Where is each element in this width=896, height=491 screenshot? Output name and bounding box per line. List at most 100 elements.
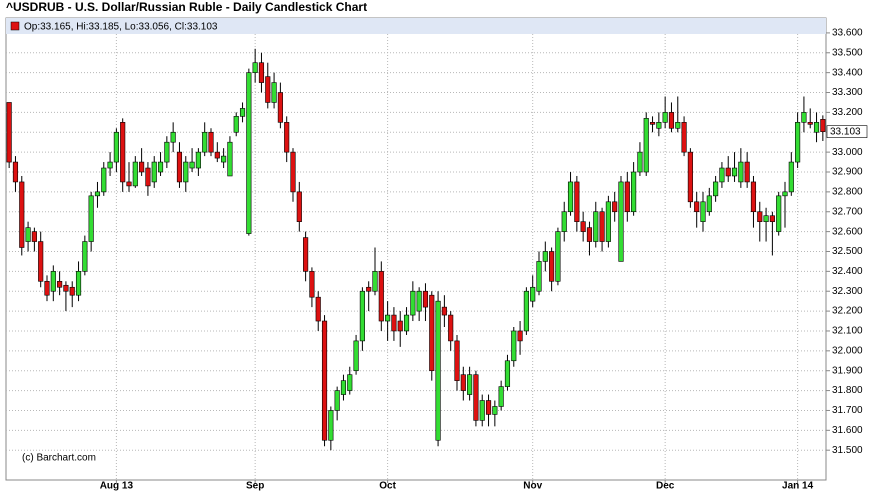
candle-body xyxy=(687,151,693,203)
candle-body xyxy=(265,76,271,103)
candle-body xyxy=(580,221,586,232)
y-tick-label: 31.700 xyxy=(832,405,863,416)
candle-body xyxy=(744,161,750,183)
candle-body xyxy=(385,314,391,322)
candle-body xyxy=(50,271,56,292)
candle-body xyxy=(120,122,126,183)
candle-body xyxy=(492,406,498,415)
candle-body xyxy=(378,271,384,322)
candle-body xyxy=(523,290,529,332)
candle-body xyxy=(593,211,599,242)
y-tick-label: 32.400 xyxy=(832,266,863,277)
candle-body xyxy=(719,167,725,183)
candle-body xyxy=(252,62,258,73)
y-tick-label: 32.000 xyxy=(832,345,863,356)
candle-body xyxy=(757,211,763,222)
candle-body xyxy=(795,122,801,163)
candle-body xyxy=(359,290,365,342)
candle-body xyxy=(517,330,523,342)
y-tick-label: 33.600 xyxy=(832,28,863,39)
x-tick-label: Aug 13 xyxy=(100,481,134,491)
candle-body xyxy=(101,167,107,193)
candle-body xyxy=(403,314,410,332)
candle-body xyxy=(649,122,656,125)
candle-body xyxy=(485,400,492,415)
candle-body xyxy=(113,131,119,163)
candle-body xyxy=(813,122,820,133)
candle-body xyxy=(750,181,757,213)
candle-body xyxy=(284,122,290,153)
candle-body xyxy=(681,122,687,153)
candle-body xyxy=(195,151,201,169)
candle-body xyxy=(372,271,378,292)
watermark: (c) Barchart.com xyxy=(22,453,96,464)
candle-body xyxy=(549,251,555,282)
candle-body xyxy=(239,108,246,117)
candle-body xyxy=(542,251,548,262)
candle-body xyxy=(107,161,113,169)
candle-body xyxy=(656,122,662,129)
candle-body xyxy=(157,161,164,173)
candle-body xyxy=(788,161,794,193)
candle-body xyxy=(479,400,485,421)
candle-body xyxy=(624,181,630,213)
last-price-box xyxy=(826,125,868,138)
candle-body xyxy=(637,151,643,173)
candle-body xyxy=(176,151,183,183)
y-tick-label: 32.200 xyxy=(832,306,863,317)
candle-body xyxy=(303,237,309,272)
x-tick-label: Jan 14 xyxy=(782,481,814,491)
candle-body xyxy=(57,280,63,288)
candle-body xyxy=(574,181,580,222)
candle-body xyxy=(296,191,302,222)
candle-body xyxy=(618,181,624,262)
candle-body xyxy=(605,201,611,242)
y-tick-label: 31.500 xyxy=(832,445,863,456)
candle-body xyxy=(662,112,668,123)
candle-body xyxy=(38,241,44,282)
candle-body xyxy=(151,161,157,183)
candle-body xyxy=(139,161,145,173)
candle-body xyxy=(75,271,82,296)
candle-body xyxy=(706,195,712,213)
legend-swatch xyxy=(10,21,20,31)
candle-body xyxy=(586,227,593,242)
candle-body xyxy=(63,284,69,292)
candle-body xyxy=(277,92,283,123)
candle-body xyxy=(132,161,138,187)
y-tick-label: 31.900 xyxy=(832,365,863,376)
candle-body xyxy=(555,231,561,282)
candle-body xyxy=(183,161,189,183)
candle-body xyxy=(208,131,214,153)
legend-text: Op:33.165, Hi:33.185, Lo:33.056, Cl:33.1… xyxy=(24,22,218,33)
candle-body xyxy=(334,390,340,411)
candle-body xyxy=(441,306,447,316)
candle-body xyxy=(12,161,19,183)
candle-body xyxy=(69,286,75,296)
candle-body xyxy=(769,215,775,222)
candle-body xyxy=(435,300,441,441)
candle-body xyxy=(246,72,252,234)
y-tick-label: 32.700 xyxy=(832,206,863,217)
candle-body xyxy=(94,191,101,197)
chart-title: ^USDRUB - U.S. Dollar/Russian Ruble - Da… xyxy=(6,0,367,14)
y-tick-label: 32.900 xyxy=(832,167,863,178)
candle-body xyxy=(782,191,788,197)
last-price-label: 33.103 xyxy=(830,126,861,137)
y-tick-label: 32.600 xyxy=(832,226,863,237)
candle-body xyxy=(675,122,681,129)
candle-body xyxy=(347,374,353,391)
candle-body xyxy=(19,181,25,248)
candle-body xyxy=(694,201,700,213)
candle-body xyxy=(397,320,403,332)
candle-body xyxy=(561,211,567,232)
candle-body xyxy=(429,294,435,372)
x-tick-label: Dec xyxy=(656,481,675,491)
candle-body xyxy=(164,141,170,163)
y-tick-label: 33.400 xyxy=(832,67,863,78)
candle-body xyxy=(82,241,88,272)
candle-body xyxy=(214,151,220,159)
candle-body xyxy=(763,215,769,222)
candle-body xyxy=(454,340,460,381)
candle-body xyxy=(340,380,347,395)
